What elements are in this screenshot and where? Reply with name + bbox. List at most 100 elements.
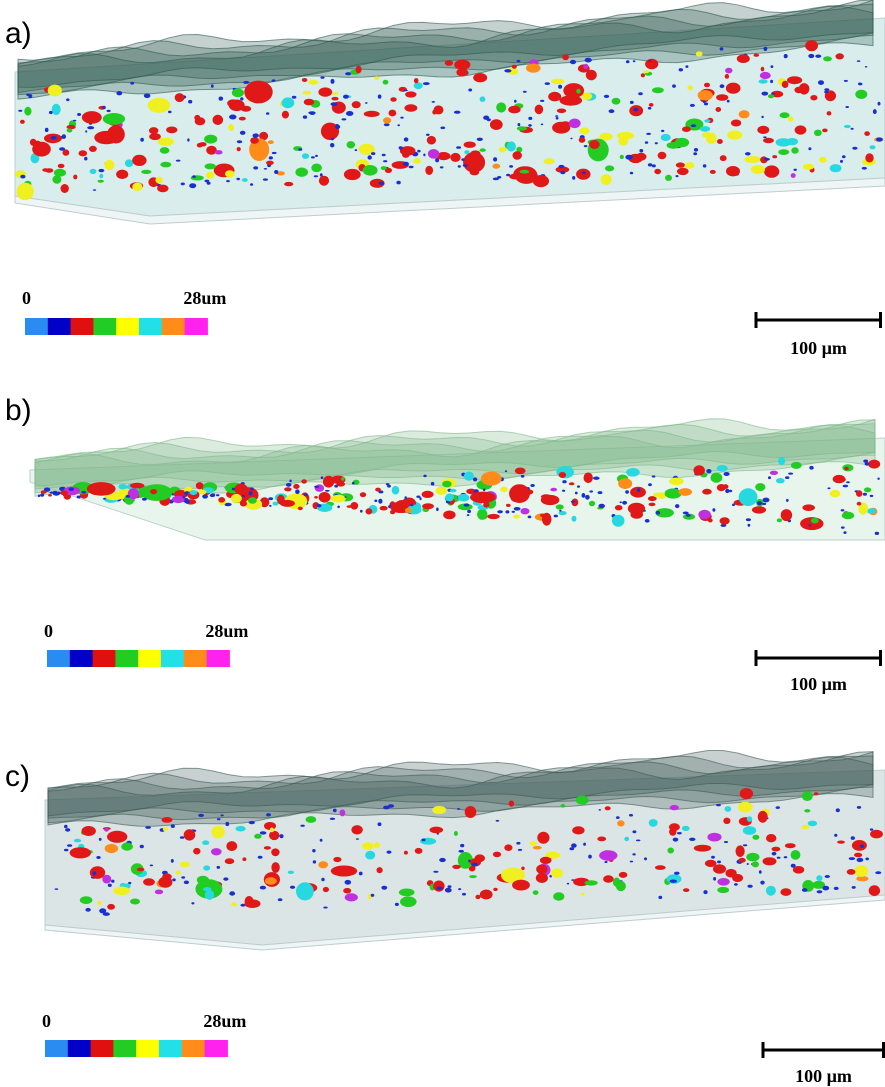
particle	[683, 512, 689, 515]
particle	[834, 887, 839, 890]
particle	[325, 490, 330, 492]
particle	[378, 822, 382, 826]
particle	[582, 172, 586, 175]
particle	[873, 109, 877, 114]
particle	[768, 94, 774, 98]
particle	[73, 120, 76, 122]
particle	[456, 68, 468, 76]
particle	[605, 806, 611, 810]
particle	[236, 826, 246, 832]
particle	[206, 146, 217, 155]
particle	[788, 473, 793, 475]
colorbar-swatch	[93, 650, 116, 667]
particle	[576, 796, 589, 805]
particle	[694, 148, 698, 152]
particle	[572, 516, 577, 522]
colorbar-max-label: 28um	[205, 621, 248, 641]
particle	[849, 857, 855, 860]
particle	[250, 137, 259, 144]
particle	[846, 481, 850, 483]
particle	[52, 175, 61, 184]
particle	[352, 482, 355, 485]
particle	[386, 483, 390, 485]
particle	[811, 518, 819, 524]
particle	[545, 82, 550, 85]
particle	[442, 481, 452, 488]
particle	[242, 857, 246, 861]
particle	[507, 141, 516, 151]
particle	[304, 494, 308, 497]
particle	[293, 484, 299, 489]
particle	[278, 898, 283, 901]
particle	[875, 532, 879, 535]
particle	[383, 160, 387, 162]
particle	[758, 811, 768, 823]
particle	[528, 124, 532, 127]
particle	[512, 65, 517, 69]
particle	[725, 68, 732, 74]
particle	[477, 138, 483, 141]
particle	[260, 886, 266, 890]
particle	[691, 124, 697, 127]
particle	[454, 111, 461, 114]
particle	[791, 147, 798, 153]
particle	[303, 91, 312, 95]
particle	[389, 110, 397, 117]
particle	[541, 124, 544, 126]
particle	[757, 126, 769, 134]
particle	[521, 867, 524, 871]
particle	[150, 865, 153, 867]
particle	[244, 81, 272, 104]
particle	[225, 858, 235, 864]
particle	[89, 146, 97, 152]
particle	[225, 822, 229, 826]
particle	[60, 491, 68, 496]
particle	[493, 157, 497, 161]
particle	[569, 119, 581, 129]
particle	[148, 98, 171, 113]
particle	[704, 102, 708, 105]
particle	[282, 97, 295, 108]
particle	[625, 155, 632, 160]
particle	[737, 54, 750, 63]
particle	[505, 510, 509, 513]
particle	[180, 862, 190, 868]
particle	[694, 465, 705, 475]
particle	[277, 495, 285, 505]
particle	[599, 809, 601, 811]
particle	[434, 105, 444, 114]
particle	[716, 107, 722, 112]
particle	[875, 871, 881, 874]
particle	[521, 475, 525, 478]
particle	[819, 157, 827, 163]
particle	[473, 73, 487, 82]
particle	[687, 85, 692, 90]
particle	[868, 460, 880, 469]
particle	[288, 871, 294, 874]
particle	[707, 833, 721, 842]
particle	[421, 839, 425, 842]
particle	[854, 853, 862, 858]
particle	[770, 80, 773, 83]
particle	[559, 472, 566, 478]
particle	[856, 490, 862, 497]
particle	[352, 101, 361, 108]
particle	[805, 40, 818, 51]
particle	[219, 97, 224, 101]
particle	[865, 66, 868, 68]
particle	[584, 473, 593, 484]
particle	[571, 843, 577, 847]
particle	[443, 511, 455, 520]
particle	[456, 146, 461, 149]
particle	[726, 83, 741, 94]
particle	[116, 170, 128, 179]
particle	[816, 875, 822, 881]
particle	[802, 504, 815, 511]
particle	[618, 478, 632, 489]
particle	[292, 96, 297, 99]
particle	[249, 821, 255, 824]
particle	[533, 846, 542, 850]
particle	[90, 169, 97, 174]
particle	[655, 142, 658, 144]
particle	[782, 81, 789, 88]
